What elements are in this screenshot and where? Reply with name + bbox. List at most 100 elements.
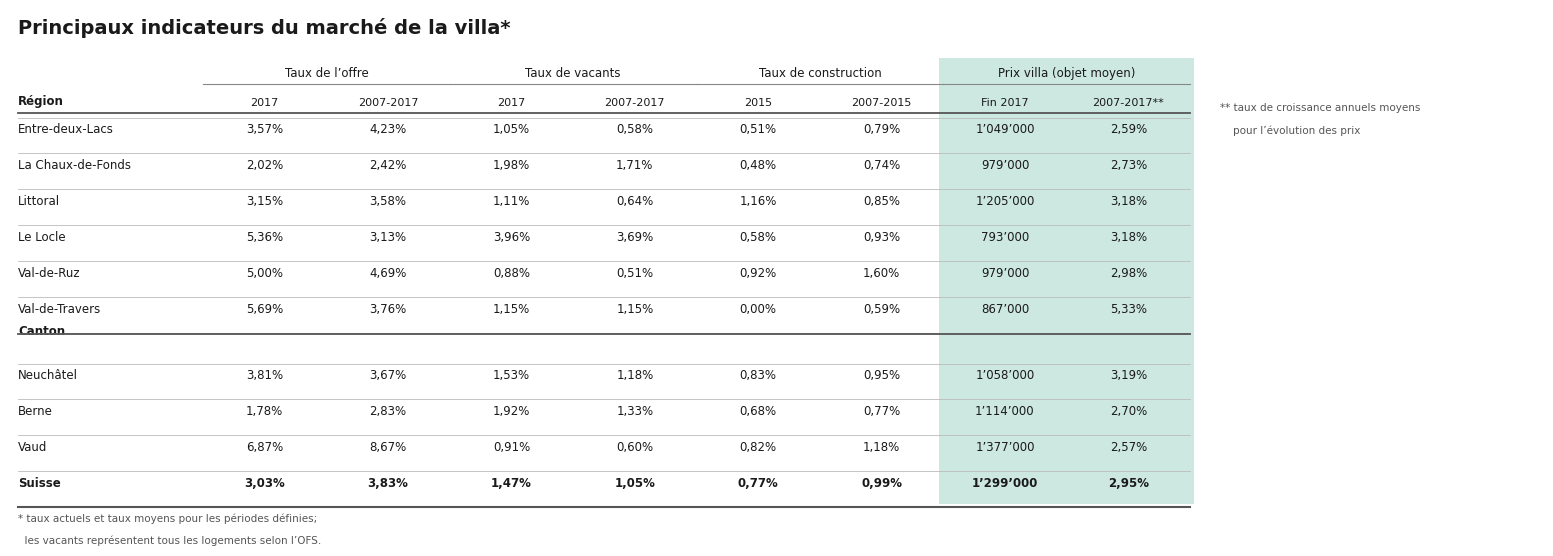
Text: 6,87%: 6,87% <box>245 441 283 454</box>
Text: 1,11%: 1,11% <box>492 195 530 208</box>
Text: Entre-deux-Lacs: Entre-deux-Lacs <box>19 123 113 136</box>
Text: * taux actuels et taux moyens pour les périodes définies;: * taux actuels et taux moyens pour les p… <box>19 514 317 524</box>
Text: 0,51%: 0,51% <box>739 123 776 136</box>
Text: 1’205’000: 1’205’000 <box>975 195 1034 208</box>
Text: Val-de-Ruz: Val-de-Ruz <box>19 267 81 280</box>
Text: 8,67%: 8,67% <box>370 441 407 454</box>
Text: 3,13%: 3,13% <box>370 231 407 244</box>
Text: 2007-2017: 2007-2017 <box>357 98 418 108</box>
Text: 1,18%: 1,18% <box>863 441 901 454</box>
Text: 2015: 2015 <box>744 98 772 108</box>
Text: 4,23%: 4,23% <box>370 123 407 136</box>
Text: 0,92%: 0,92% <box>739 267 776 280</box>
Text: 3,57%: 3,57% <box>245 123 283 136</box>
Text: 2,95%: 2,95% <box>1107 477 1149 490</box>
Text: 2,59%: 2,59% <box>1110 123 1148 136</box>
Text: 1,47%: 1,47% <box>491 477 531 490</box>
Text: Taux de construction: Taux de construction <box>758 67 881 80</box>
Text: 0,82%: 0,82% <box>739 441 776 454</box>
Text: 1,33%: 1,33% <box>617 405 654 418</box>
Text: 0,93%: 0,93% <box>863 231 901 244</box>
Text: 1,16%: 1,16% <box>739 195 776 208</box>
Text: 3,18%: 3,18% <box>1110 231 1146 244</box>
Text: 0,83%: 0,83% <box>739 369 776 382</box>
Text: 3,76%: 3,76% <box>370 303 407 316</box>
Text: les vacants représentent tous les logements selon l’OFS.: les vacants représentent tous les logeme… <box>19 536 321 547</box>
Text: 1,18%: 1,18% <box>617 369 654 382</box>
Text: 3,18%: 3,18% <box>1110 195 1146 208</box>
Text: 2,70%: 2,70% <box>1110 405 1148 418</box>
Text: 1,05%: 1,05% <box>492 123 530 136</box>
Text: 3,19%: 3,19% <box>1110 369 1148 382</box>
Text: 1,78%: 1,78% <box>245 405 283 418</box>
Text: La Chaux-de-Fonds: La Chaux-de-Fonds <box>19 159 130 172</box>
Text: 979’000: 979’000 <box>981 159 1030 172</box>
Text: 1,98%: 1,98% <box>492 159 530 172</box>
Text: 0,91%: 0,91% <box>492 441 530 454</box>
Text: 0,77%: 0,77% <box>738 477 778 490</box>
Text: 1’377’000: 1’377’000 <box>975 441 1034 454</box>
Text: 0,95%: 0,95% <box>863 369 901 382</box>
Text: 2007-2017**: 2007-2017** <box>1092 98 1165 108</box>
Text: 5,69%: 5,69% <box>245 303 283 316</box>
Text: Principaux indicateurs du marché de la villa*: Principaux indicateurs du marché de la v… <box>19 18 511 38</box>
Text: 2,73%: 2,73% <box>1110 159 1148 172</box>
Text: 2017: 2017 <box>497 98 525 108</box>
Text: pour l’évolution des prix: pour l’évolution des prix <box>1221 125 1360 136</box>
Text: Canton: Canton <box>19 325 65 338</box>
Text: Val-de-Travers: Val-de-Travers <box>19 303 101 316</box>
Text: 0,74%: 0,74% <box>863 159 901 172</box>
Text: 2,42%: 2,42% <box>370 159 407 172</box>
Text: 2,02%: 2,02% <box>245 159 283 172</box>
Text: 2017: 2017 <box>250 98 280 108</box>
Text: 1,15%: 1,15% <box>617 303 654 316</box>
Text: 1,92%: 1,92% <box>492 405 530 418</box>
Text: 0,64%: 0,64% <box>617 195 654 208</box>
Text: Vaud: Vaud <box>19 441 48 454</box>
Text: 1,05%: 1,05% <box>615 477 655 490</box>
Text: 0,77%: 0,77% <box>863 405 901 418</box>
Text: 0,58%: 0,58% <box>617 123 654 136</box>
Text: Le Locle: Le Locle <box>19 231 65 244</box>
Bar <box>940 58 1194 504</box>
Text: 0,88%: 0,88% <box>492 267 530 280</box>
Text: Région: Région <box>19 95 64 108</box>
Text: 793’000: 793’000 <box>981 231 1030 244</box>
Text: Prix villa (objet moyen): Prix villa (objet moyen) <box>999 67 1135 80</box>
Text: 2,83%: 2,83% <box>370 405 407 418</box>
Text: 0,51%: 0,51% <box>617 267 654 280</box>
Text: 3,58%: 3,58% <box>370 195 407 208</box>
Text: Suisse: Suisse <box>19 477 61 490</box>
Text: 3,81%: 3,81% <box>245 369 283 382</box>
Text: 1’049’000: 1’049’000 <box>975 123 1034 136</box>
Text: 0,85%: 0,85% <box>863 195 901 208</box>
Text: 2,57%: 2,57% <box>1110 441 1148 454</box>
Text: 5,00%: 5,00% <box>247 267 283 280</box>
Text: 0,99%: 0,99% <box>860 477 902 490</box>
Text: 4,69%: 4,69% <box>370 267 407 280</box>
Text: Taux de l’offre: Taux de l’offre <box>284 67 368 80</box>
Text: 1’058’000: 1’058’000 <box>975 369 1034 382</box>
Text: 2,98%: 2,98% <box>1110 267 1148 280</box>
Text: 0,60%: 0,60% <box>617 441 654 454</box>
Text: 2007-2017: 2007-2017 <box>604 98 665 108</box>
Text: 0,00%: 0,00% <box>739 303 776 316</box>
Text: Neuchâtel: Neuchâtel <box>19 369 78 382</box>
Text: 3,69%: 3,69% <box>617 231 654 244</box>
Text: 3,83%: 3,83% <box>368 477 408 490</box>
Text: Littoral: Littoral <box>19 195 61 208</box>
Text: ** taux de croissance annuels moyens: ** taux de croissance annuels moyens <box>1221 103 1421 113</box>
Text: 867’000: 867’000 <box>981 303 1030 316</box>
Text: 0,48%: 0,48% <box>739 159 776 172</box>
Text: 5,36%: 5,36% <box>245 231 283 244</box>
Text: Taux de vacants: Taux de vacants <box>525 67 621 80</box>
Text: Berne: Berne <box>19 405 53 418</box>
Text: 3,15%: 3,15% <box>245 195 283 208</box>
Text: 1’299’000: 1’299’000 <box>972 477 1037 490</box>
Text: 1,15%: 1,15% <box>492 303 530 316</box>
Text: 1,71%: 1,71% <box>617 159 654 172</box>
Text: 5,33%: 5,33% <box>1110 303 1146 316</box>
Text: 0,79%: 0,79% <box>863 123 901 136</box>
Text: 2007-2015: 2007-2015 <box>851 98 912 108</box>
Text: 1,60%: 1,60% <box>863 267 901 280</box>
